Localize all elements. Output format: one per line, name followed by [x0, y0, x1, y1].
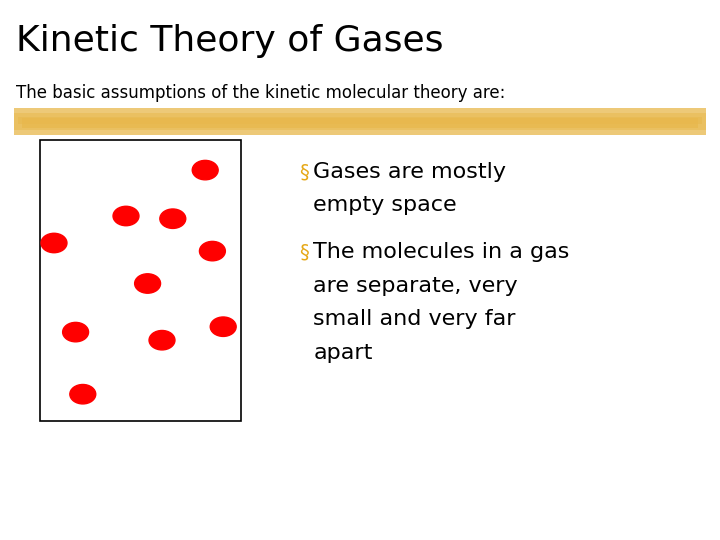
Text: small and very far: small and very far	[313, 309, 516, 329]
Circle shape	[199, 241, 225, 261]
Circle shape	[210, 317, 236, 336]
FancyBboxPatch shape	[40, 140, 241, 421]
Circle shape	[149, 330, 175, 350]
Text: The molecules in a gas: The molecules in a gas	[313, 242, 570, 262]
Bar	[18, 117, 702, 124]
Circle shape	[63, 322, 89, 342]
Text: empty space: empty space	[313, 195, 456, 215]
Circle shape	[41, 233, 67, 253]
Circle shape	[160, 209, 186, 228]
Bar	[14, 108, 706, 135]
Text: Kinetic Theory of Gases: Kinetic Theory of Gases	[16, 24, 444, 58]
Text: The basic assumptions of the kinetic molecular theory are:: The basic assumptions of the kinetic mol…	[16, 84, 505, 102]
Bar	[14, 113, 706, 130]
Circle shape	[135, 274, 161, 293]
Text: are separate, very: are separate, very	[313, 276, 518, 296]
Text: §: §	[299, 242, 309, 261]
Bar	[22, 118, 698, 128]
Circle shape	[70, 384, 96, 404]
Circle shape	[113, 206, 139, 226]
Text: Gases are mostly: Gases are mostly	[313, 162, 506, 182]
Circle shape	[192, 160, 218, 180]
Text: apart: apart	[313, 343, 372, 363]
Text: §: §	[299, 162, 309, 181]
